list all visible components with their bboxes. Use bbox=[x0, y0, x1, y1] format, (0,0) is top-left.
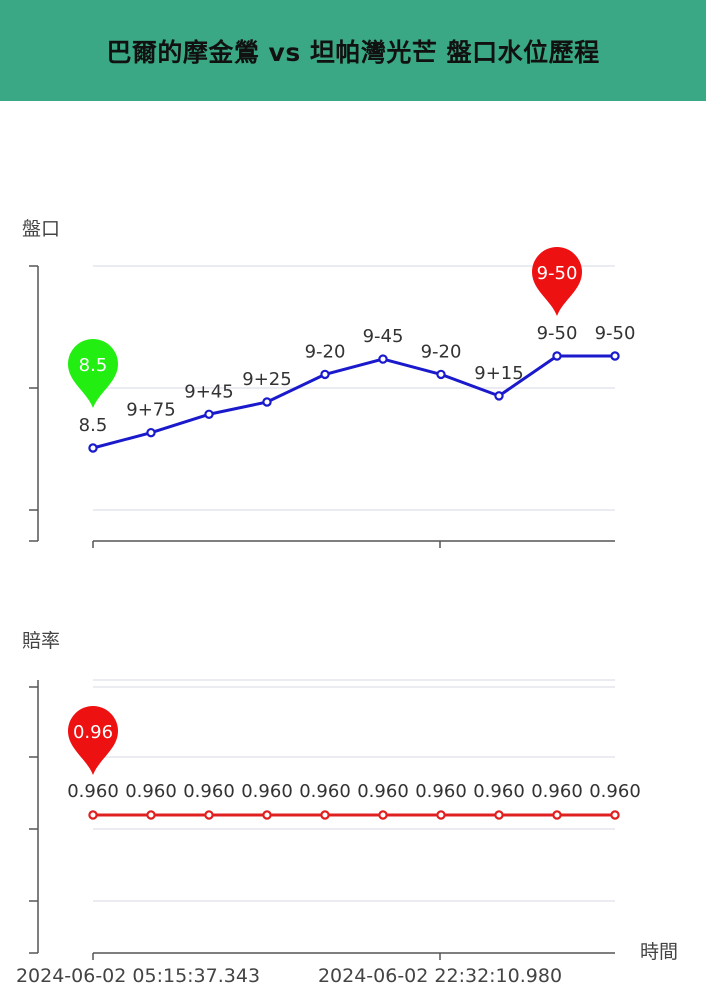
chart2-series-layer: 0.960 0.960 0.960 0.960 0.960 0.960 0.960 0.960… bbox=[67, 705, 641, 820]
chart1-data-point bbox=[262, 397, 272, 407]
chart1-end-pin-shape bbox=[532, 247, 582, 316]
chart1-data-point bbox=[320, 369, 330, 380]
chart2-data-label: 0.960 bbox=[357, 781, 409, 802]
chart2-data-point bbox=[610, 810, 620, 820]
chart1-series-layer: 8.5 9+75 9+45 9+25 9-20 9-45 9-20 9+15 9-50 9-50 8… bbox=[68, 247, 636, 453]
chart2-data-point bbox=[146, 810, 156, 820]
chart2-data-point bbox=[436, 810, 446, 820]
chart1-data-point bbox=[436, 369, 446, 380]
chart1-start-pin-shape bbox=[68, 338, 118, 408]
chart2-data-point bbox=[552, 810, 562, 820]
chart1-series-line bbox=[92, 354, 615, 450]
chart1-data-point bbox=[204, 409, 214, 419]
chart2-data-point bbox=[378, 810, 388, 820]
chart2-y-axis-title: 賠率 bbox=[22, 630, 60, 652]
chart1-data-point bbox=[610, 351, 620, 361]
chart1-data-label: 8.5 bbox=[79, 415, 108, 436]
chart2-data-label: 0.960 bbox=[473, 781, 525, 802]
chart1-data-point bbox=[494, 391, 504, 401]
chart2-frame: 賠率 2024-06-02 05:15:37.343 2024-06-02 22… bbox=[16, 630, 678, 987]
page-title: 巴爾的摩金鶯 vs 坦帕灣光芒 盤口水位歷程 bbox=[106, 37, 600, 67]
x-tick-label-end: 2024-06-02 22:32:10.980 bbox=[318, 965, 562, 987]
chart1-start-pin: 8.5 bbox=[68, 338, 118, 408]
chart1-data-label: 9-20 bbox=[421, 341, 462, 362]
chart1-data-label: 9+45 bbox=[184, 381, 233, 402]
chart2-data-point bbox=[320, 810, 330, 820]
chart2-data-label: 0.960 bbox=[415, 781, 467, 802]
chart1-data-point bbox=[146, 427, 156, 438]
x-tick-label-start: 2024-06-02 05:15:37.343 bbox=[16, 965, 260, 987]
chart1-end-pin-label: 9-50 bbox=[537, 263, 578, 284]
chart2-start-pin-shape bbox=[68, 705, 118, 775]
chart1-data-label: 9-20 bbox=[305, 341, 346, 362]
chart1-data-label: 9-50 bbox=[595, 323, 636, 344]
chart2-data-label: 0.960 bbox=[589, 781, 641, 802]
chart2-data-label: 0.960 bbox=[531, 781, 583, 802]
chart1-y-axis-title: 盤口 bbox=[22, 218, 60, 240]
chart2-data-point bbox=[88, 810, 98, 820]
chart1-data-point bbox=[378, 354, 388, 364]
chart1-start-pin-label: 8.5 bbox=[79, 355, 108, 376]
x-axis-title: 時間 bbox=[640, 941, 678, 963]
chart1-end-pin: 9-50 bbox=[532, 247, 582, 316]
chart1-data-point bbox=[88, 443, 98, 453]
chart2-data-label: 0.960 bbox=[183, 781, 235, 802]
chart1-data-label: 9-45 bbox=[363, 326, 404, 347]
chart1-data-label: 9+15 bbox=[474, 363, 523, 384]
chart2-data-label: 0.960 bbox=[125, 781, 177, 802]
chart2-data-label: 0.960 bbox=[241, 781, 293, 802]
chart2-data-point bbox=[262, 810, 272, 820]
chart2-data-label: 0.960 bbox=[67, 781, 119, 802]
chart1-data-label: 9+75 bbox=[126, 400, 175, 421]
chart2-start-pin-label: 0.96 bbox=[73, 722, 113, 743]
chart1-frame: 盤口 bbox=[22, 218, 615, 548]
chart2-data-point bbox=[204, 810, 214, 820]
page-header: 巴爾的摩金鶯 vs 坦帕灣光芒 盤口水位歷程 bbox=[0, 0, 706, 101]
chart1-data-label: 9-50 bbox=[537, 323, 578, 344]
chart1-data-point bbox=[552, 351, 562, 361]
chart2-data-point bbox=[494, 810, 504, 820]
chart2-data-label: 0.960 bbox=[299, 781, 351, 802]
chart2-start-pin: 0.96 bbox=[68, 705, 118, 775]
chart1-data-label: 9+25 bbox=[242, 369, 291, 390]
